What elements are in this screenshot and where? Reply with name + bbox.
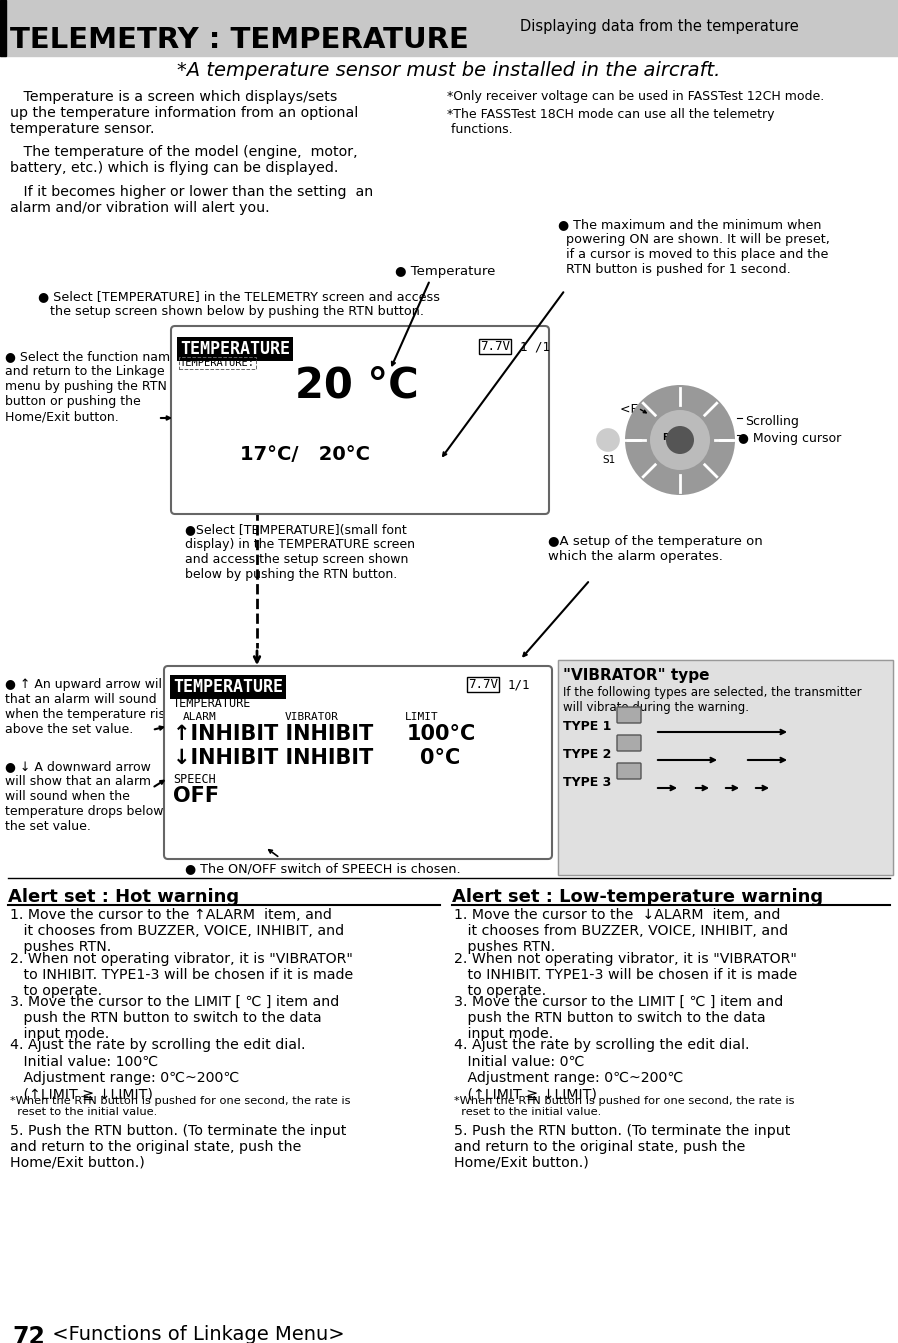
Text: 1 /1: 1 /1 (520, 340, 550, 353)
Text: <Edit dial>: <Edit dial> (620, 403, 692, 416)
Text: Alert set : Hot warning: Alert set : Hot warning (8, 888, 239, 907)
FancyBboxPatch shape (164, 666, 552, 860)
FancyBboxPatch shape (617, 706, 641, 723)
Text: TYPE 2: TYPE 2 (563, 748, 612, 761)
Text: 7.7V: 7.7V (480, 340, 510, 353)
Text: ● Select the function name
and return to the Linkage
menu by pushing the RTN
but: ● Select the function name and return to… (5, 351, 178, 423)
Circle shape (666, 426, 694, 454)
Text: 72: 72 (12, 1326, 45, 1343)
Text: TELEMETRY : TEMPERATURE: TELEMETRY : TEMPERATURE (10, 26, 469, 54)
Text: *When the RTN button is pushed for one second, the rate is
  reset to the initia: *When the RTN button is pushed for one s… (10, 1096, 350, 1117)
Text: TEMPERATURE:: TEMPERATURE: (180, 359, 255, 368)
Text: 4. Ajust the rate by scrolling the edit dial.
   Initial value: 100℃
   Adjustme: 4. Ajust the rate by scrolling the edit … (10, 1038, 305, 1101)
Text: ● Temperature: ● Temperature (395, 265, 496, 278)
Text: ●A setup of the temperature on
which the alarm operates.: ●A setup of the temperature on which the… (548, 535, 762, 563)
Text: 0°C: 0°C (420, 748, 461, 768)
Text: Displaying data from the temperature: Displaying data from the temperature (520, 19, 798, 34)
Text: ●Select [TEMPERATURE](small font
display) in the TEMPERATURE screen
and access t: ●Select [TEMPERATURE](small font display… (185, 522, 415, 582)
Circle shape (650, 410, 710, 470)
Text: 5. Push the RTN button. (To terminate the input
and return to the original state: 5. Push the RTN button. (To terminate th… (454, 1124, 790, 1170)
FancyBboxPatch shape (617, 763, 641, 779)
Text: If it becomes higher or lower than the setting  an
alarm and/or vibration will a: If it becomes higher or lower than the s… (10, 185, 374, 215)
Text: ● The ON/OFF switch of SPEECH is chosen.: ● The ON/OFF switch of SPEECH is chosen. (185, 862, 461, 876)
Bar (0, 0, 6, 56)
Text: ● ↓ A downward arrow
will show that an alarm
will sound when the
temperature dro: ● ↓ A downward arrow will show that an a… (5, 760, 163, 833)
Text: 17°C/   20°C: 17°C/ 20°C (240, 445, 370, 463)
Text: 3. Move the cursor to the LIMIT [ ℃ ] item and
   push the RTN button to switch : 3. Move the cursor to the LIMIT [ ℃ ] it… (454, 995, 783, 1041)
Text: ALARM: ALARM (183, 712, 216, 723)
Text: 100°C: 100°C (407, 724, 476, 744)
Text: ● ↑ An upward arrow will show
that an alarm will sound
when the temperature rise: ● ↑ An upward arrow will show that an al… (5, 678, 202, 736)
Text: TEMPERATURE: TEMPERATURE (173, 678, 283, 696)
Text: Alert set : Low-temperature warning: Alert set : Low-temperature warning (452, 888, 823, 907)
Text: SPEECH: SPEECH (173, 774, 216, 786)
Text: *A temperature sensor must be installed in the aircraft.: *A temperature sensor must be installed … (177, 60, 721, 79)
Text: *When the RTN button is pushed for one second, the rate is
  reset to the initia: *When the RTN button is pushed for one s… (454, 1096, 795, 1117)
Text: Temperature is a screen which displays/sets
up the temperature information from : Temperature is a screen which displays/s… (10, 90, 358, 137)
Text: TEMPERATURE: TEMPERATURE (180, 340, 290, 359)
Text: 1. Move the cursor to the  ↓ALARM  item, and
   it chooses from BUZZER, VOICE, I: 1. Move the cursor to the ↓ALARM item, a… (454, 908, 788, 955)
Bar (0, 0, 898, 56)
Text: OFF: OFF (173, 786, 219, 806)
Text: *Only receiver voltage can be used in FASSTest 12CH mode.: *Only receiver voltage can be used in FA… (447, 90, 824, 103)
Text: *The FASSTest 18CH mode can use all the telemetry
 functions.: *The FASSTest 18CH mode can use all the … (447, 107, 774, 136)
Text: S1: S1 (602, 455, 615, 465)
Text: The temperature of the model (engine,  motor,
battery, etc.) which is flying can: The temperature of the model (engine, mo… (10, 145, 357, 175)
Circle shape (625, 385, 735, 496)
Circle shape (597, 428, 619, 451)
Text: <Functions of Linkage Menu>: <Functions of Linkage Menu> (46, 1326, 345, 1343)
Text: 3. Move the cursor to the LIMIT [ ℃ ] item and
   push the RTN button to switch : 3. Move the cursor to the LIMIT [ ℃ ] it… (10, 995, 339, 1041)
Text: 5. Push the RTN button. (To terminate the input
and return to the original state: 5. Push the RTN button. (To terminate th… (10, 1124, 347, 1170)
Text: TYPE 1: TYPE 1 (563, 720, 612, 733)
Text: 7.7V: 7.7V (468, 678, 498, 692)
Text: Scrolling: Scrolling (745, 415, 799, 428)
Text: LIMIT: LIMIT (405, 712, 439, 723)
FancyBboxPatch shape (171, 326, 549, 514)
Text: If the following types are selected, the transmitter
will vibrate during the war: If the following types are selected, the… (563, 686, 861, 714)
Text: ● Moving cursor: ● Moving cursor (738, 432, 841, 445)
Text: 2. When not operating vibrator, it is "VIBRATOR"
   to INHIBIT. TYPE1-3 will be : 2. When not operating vibrator, it is "V… (10, 951, 353, 998)
Text: ↓INHIBIT INHIBIT: ↓INHIBIT INHIBIT (173, 748, 374, 768)
Text: TEMPERATURE: TEMPERATURE (173, 697, 251, 710)
Text: RTN: RTN (662, 432, 682, 442)
Text: ↑INHIBIT INHIBIT: ↑INHIBIT INHIBIT (173, 724, 374, 744)
Text: 1/1: 1/1 (508, 678, 531, 692)
FancyBboxPatch shape (617, 735, 641, 751)
Text: 1. Move the cursor to the ↑ALARM  item, and
   it chooses from BUZZER, VOICE, IN: 1. Move the cursor to the ↑ALARM item, a… (10, 908, 344, 955)
Text: ● The maximum and the minimum when
  powering ON are shown. It will be preset,
 : ● The maximum and the minimum when power… (558, 218, 830, 277)
Bar (558, 659, 893, 876)
Text: TYPE 3: TYPE 3 (563, 776, 612, 788)
Text: 20 °C: 20 °C (295, 365, 418, 407)
Text: 4. Ajust the rate by scrolling the edit dial.
   Initial value: 0℃
   Adjustment: 4. Ajust the rate by scrolling the edit … (454, 1038, 750, 1101)
Text: VIBRATOR: VIBRATOR (285, 712, 339, 723)
Bar (558, 659, 893, 876)
Text: "VIBRATOR" type: "VIBRATOR" type (563, 667, 709, 684)
Text: ● Select [TEMPERATURE] in the TELEMETRY screen and access
   the setup screen sh: ● Select [TEMPERATURE] in the TELEMETRY … (38, 290, 440, 318)
Text: 2. When not operating vibrator, it is "VIBRATOR"
   to INHIBIT. TYPE1-3 will be : 2. When not operating vibrator, it is "V… (454, 951, 797, 998)
